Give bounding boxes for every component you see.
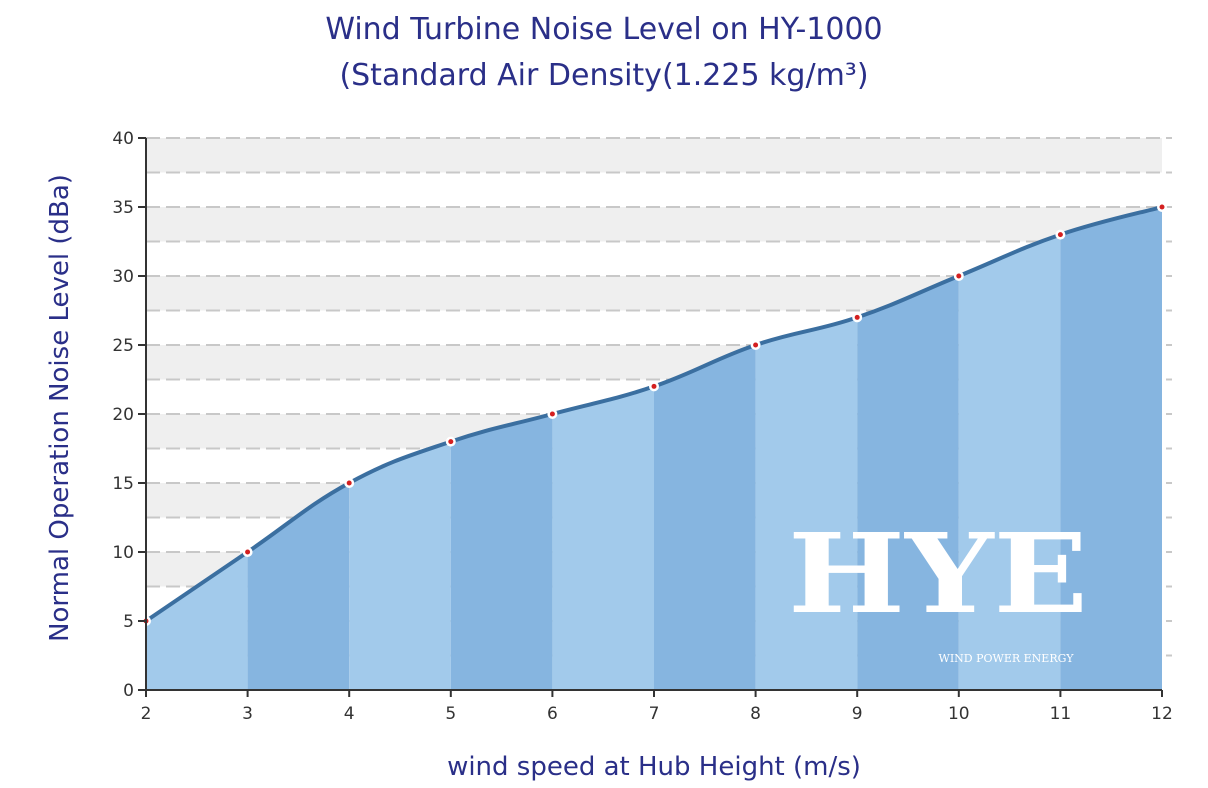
y-tick-label: 20: [112, 405, 134, 425]
x-tick-label: 2: [141, 704, 152, 724]
y-tick-label: 25: [112, 336, 134, 356]
watermark-logo: HYE: [788, 509, 1088, 638]
x-tick-label: 5: [445, 704, 456, 724]
x-tick-label: 9: [852, 704, 863, 724]
y-tick-label: 5: [123, 612, 134, 632]
data-point-center: [245, 549, 251, 555]
data-point-center: [448, 439, 454, 445]
watermark-tagline: WIND POWER ENERGY: [939, 652, 1075, 665]
x-tick-label: 8: [750, 704, 761, 724]
y-tick-label: 0: [123, 681, 134, 701]
y-tick-label: 35: [112, 198, 134, 218]
x-tick-label: 10: [948, 704, 970, 724]
x-tick-label: 7: [649, 704, 660, 724]
y-tick-label: 15: [112, 474, 134, 494]
area-segment: [958, 207, 1061, 690]
data-point-center: [956, 273, 962, 279]
x-tick-label: 4: [344, 704, 355, 724]
data-point-center: [854, 314, 860, 320]
data-point-center: [549, 411, 555, 417]
data-point-center: [1057, 232, 1063, 238]
data-point-center: [753, 342, 759, 348]
grid-band: [146, 138, 1162, 173]
x-tick-label: 12: [1151, 704, 1173, 724]
y-tick-label: 40: [112, 129, 134, 149]
x-tick-label: 6: [547, 704, 558, 724]
data-point-center: [346, 480, 352, 486]
y-tick-label: 10: [112, 543, 134, 563]
y-tick-label: 30: [112, 267, 134, 287]
x-tick-label: 11: [1050, 704, 1072, 724]
data-point-center: [651, 383, 657, 389]
x-axis-label: wind speed at Hub Height (m/s): [447, 752, 861, 782]
x-tick-label: 3: [242, 704, 253, 724]
area-segment: [1060, 207, 1162, 690]
chart-title: Wind Turbine Noise Level on HY-1000: [325, 12, 883, 47]
data-point-center: [1159, 204, 1165, 210]
grid-band: [146, 207, 1162, 242]
chart-subtitle: (Standard Air Density(1.225 kg/m³): [339, 58, 869, 93]
